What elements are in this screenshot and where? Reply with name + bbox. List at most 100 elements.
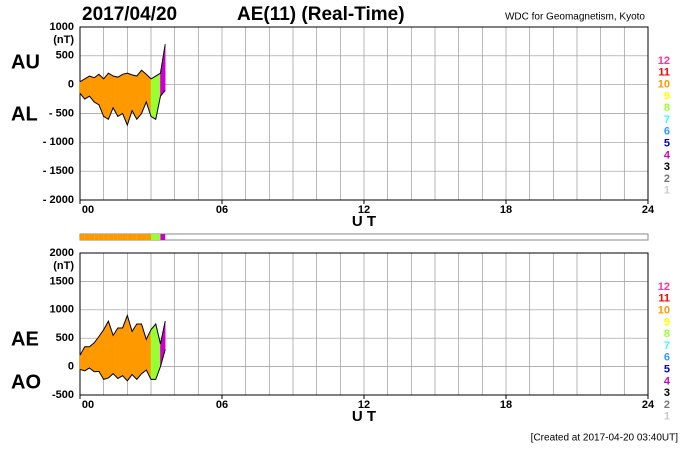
legend-label: 6 (664, 352, 670, 364)
station-bar (94, 234, 99, 240)
station-fill (136, 323, 142, 381)
y-tick-label: 0 (68, 361, 74, 373)
legend-label: 11 (658, 67, 670, 79)
source: WDC for Geomagnetism, Kyoto (505, 12, 645, 23)
y-tick-label: 500 (56, 332, 74, 344)
legend-label: 1 (664, 185, 670, 197)
legend-label: 12 (658, 55, 670, 67)
station-fill (150, 323, 156, 380)
legend-label: 4 (664, 149, 671, 161)
station-bar (103, 234, 109, 240)
y-tick-label: - 1500 (43, 165, 74, 177)
y-tick-label: 0 (68, 79, 74, 91)
legend-label: 7 (664, 340, 670, 352)
legend-label: 10 (658, 305, 670, 317)
legend-label: 3 (664, 161, 670, 173)
x-tick-label: 12 (358, 399, 370, 411)
x-tick-label: 12 (358, 204, 370, 216)
x-tick-label: 18 (500, 204, 512, 216)
x-tick-label: 18 (500, 399, 512, 411)
legend-label: 8 (664, 102, 670, 114)
legend-label: 9 (664, 316, 670, 328)
legend-label: 3 (664, 387, 670, 399)
station-fill (84, 346, 90, 372)
legend-label: 2 (664, 399, 670, 411)
station-bar (122, 234, 128, 240)
y-tick-label: - 1000 (43, 136, 74, 148)
station-fill (127, 315, 133, 382)
index-label: AO (11, 371, 41, 393)
index-label: AE (11, 328, 39, 350)
y-tick-label: - 2000 (43, 194, 74, 206)
plot-frame (79, 252, 649, 396)
station-bar (141, 234, 147, 240)
legend-label: 10 (658, 79, 670, 91)
legend-label: 6 (664, 126, 670, 138)
x-axis-label: U T (352, 213, 376, 230)
station-fill (131, 323, 138, 380)
station-fill (93, 73, 100, 106)
station-fill (117, 73, 123, 117)
legend-label: 5 (664, 364, 670, 376)
station-bar (113, 234, 118, 240)
legend-label: 11 (658, 293, 670, 305)
station-bar (127, 234, 133, 240)
station-fill (84, 75, 90, 100)
station-bar (151, 234, 156, 240)
station-fill (103, 72, 109, 120)
station-bar (80, 234, 85, 240)
legend-label: 7 (664, 114, 670, 126)
station-bar (136, 234, 142, 240)
station-bar (155, 234, 161, 240)
index-line (79, 44, 166, 83)
x-tick-label: 06 (216, 204, 228, 216)
index-label: AU (11, 51, 40, 73)
y-tick-label: 1500 (50, 275, 74, 287)
index-line (79, 90, 166, 127)
legend-label: 4 (664, 375, 671, 387)
station-fill (103, 320, 109, 380)
station-bar (98, 234, 104, 240)
station-fill (136, 69, 142, 120)
index-label: AL (11, 103, 38, 125)
chart-title: AE(11) (Real-Time) (237, 4, 405, 25)
y-tick-label: 1000 (50, 304, 74, 316)
legend-label: 12 (658, 281, 670, 293)
station-bar (84, 234, 90, 240)
station-fill (89, 75, 95, 103)
y-axis-unit: (nT) (53, 260, 74, 272)
legend-label: 8 (664, 328, 670, 340)
y-axis-unit: (nT) (53, 34, 74, 46)
station-fill (150, 75, 156, 120)
station-fill (117, 327, 123, 379)
x-tick-label: 00 (82, 399, 94, 411)
x-tick-label: 24 (642, 204, 655, 216)
station-fill (112, 75, 119, 117)
x-tick-label: 00 (82, 204, 94, 216)
legend-label: 9 (664, 90, 670, 102)
y-tick-label: 500 (56, 50, 74, 62)
x-tick-label: 06 (216, 399, 228, 411)
plot-frame (79, 26, 649, 201)
station-bar (117, 234, 123, 240)
station-fill (122, 72, 128, 126)
station-fill (112, 327, 119, 380)
y-tick-label: 1000 (50, 21, 74, 33)
x-tick-label: 24 (642, 399, 655, 411)
station-bar (132, 234, 137, 240)
x-axis-label: U T (352, 408, 376, 425)
legend-label: 2 (664, 173, 670, 185)
footer: [Created at 2017-04-20 03:40UT] (531, 433, 679, 444)
station-fill (155, 72, 161, 120)
date-title: 2017/04/20 (82, 4, 177, 25)
station-bar (108, 234, 114, 240)
y-tick-label: - 500 (49, 107, 74, 119)
station-bar (160, 234, 166, 240)
station-bar (146, 234, 151, 240)
index-line (79, 349, 166, 382)
y-tick-label: 2000 (50, 247, 74, 259)
legend-label: 5 (664, 138, 670, 150)
y-tick-label: -500 (52, 389, 74, 401)
station-fill (89, 342, 95, 373)
